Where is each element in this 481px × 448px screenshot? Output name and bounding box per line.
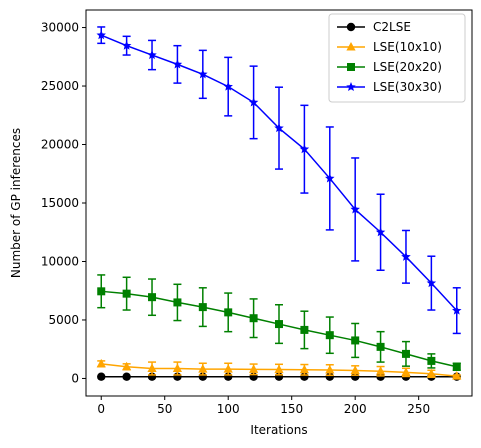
data-point-1-2 xyxy=(147,363,157,373)
legend-label-0: C2LSE xyxy=(373,20,411,34)
data-point-1-11 xyxy=(375,366,386,375)
data-point-2-8 xyxy=(300,325,309,334)
legend-label-2: LSE(20x20) xyxy=(373,60,442,74)
legend-marker-0 xyxy=(346,22,356,32)
data-point-2-4 xyxy=(198,303,207,312)
y-tick-label-6: 30000 xyxy=(41,21,79,35)
data-point-3-0 xyxy=(96,30,106,40)
legend: C2LSE LSE(10x10) LSE(20x20) LSE(30x30) xyxy=(328,13,466,103)
data-point-3-2 xyxy=(147,50,157,60)
data-point-2-5 xyxy=(224,308,233,317)
y-axis-label: Number of GP inferences xyxy=(9,128,23,278)
series-1 xyxy=(96,358,462,380)
data-point-1-8 xyxy=(299,364,309,374)
legend-label-1: LSE(10x10) xyxy=(373,40,442,54)
y-tick-label-1: 5000 xyxy=(48,313,79,327)
series-3 xyxy=(96,26,462,335)
data-point-3-11 xyxy=(375,227,386,237)
data-point-2-14 xyxy=(452,362,461,371)
x-tick-label-4: 200 xyxy=(344,402,367,416)
y-tick-label-0: 0 xyxy=(71,371,79,385)
data-point-2-2 xyxy=(148,293,157,302)
data-point-3-9 xyxy=(325,173,335,183)
series-2 xyxy=(97,274,461,372)
data-point-1-14 xyxy=(452,371,462,380)
x-axis-label: Iterations xyxy=(250,423,307,437)
data-point-3-7 xyxy=(274,123,284,133)
legend-marker-3 xyxy=(346,82,356,92)
data-point-3-14 xyxy=(452,305,462,315)
data-point-0-1 xyxy=(122,372,131,381)
y-tick-label-4: 20000 xyxy=(41,138,79,152)
data-point-1-4 xyxy=(198,364,208,373)
y-tick-label-3: 15000 xyxy=(41,196,79,210)
data-point-1-3 xyxy=(172,363,183,373)
data-point-1-9 xyxy=(325,365,335,374)
data-point-2-0 xyxy=(97,287,106,296)
y-tick-label-5: 25000 xyxy=(41,79,79,93)
data-point-2-9 xyxy=(325,331,334,340)
legend-marker-2 xyxy=(347,63,355,71)
data-point-3-8 xyxy=(299,144,310,154)
data-point-3-3 xyxy=(172,59,183,69)
data-point-1-13 xyxy=(426,368,436,378)
data-point-3-6 xyxy=(248,97,259,107)
data-point-2-10 xyxy=(351,336,360,345)
y-axis: 0 5000 10000 15000 20000 25000 30000 xyxy=(41,21,86,385)
data-point-2-13 xyxy=(427,356,436,365)
x-axis: 0 50 100 150 200 250 xyxy=(97,396,430,416)
data-point-1-1 xyxy=(122,361,132,371)
x-tick-label-0: 0 xyxy=(97,402,105,416)
data-point-3-4 xyxy=(198,69,208,79)
data-point-1-5 xyxy=(223,364,233,373)
data-point-2-7 xyxy=(275,320,283,329)
data-point-3-5 xyxy=(223,81,233,91)
data-point-1-7 xyxy=(274,364,284,374)
data-point-1-0 xyxy=(96,358,106,368)
data-point-1-10 xyxy=(350,365,360,375)
series-layer xyxy=(96,26,462,381)
legend-box xyxy=(328,13,466,103)
x-tick-label-3: 150 xyxy=(280,402,303,416)
x-tick-label-5: 250 xyxy=(407,402,430,416)
data-point-3-1 xyxy=(121,40,132,50)
y-tick-label-2: 10000 xyxy=(41,254,79,268)
data-point-1-6 xyxy=(249,364,259,373)
x-tick-label-1: 50 xyxy=(157,402,172,416)
data-point-3-13 xyxy=(426,278,437,288)
data-point-2-11 xyxy=(376,342,385,351)
data-point-3-12 xyxy=(401,251,411,261)
data-point-2-6 xyxy=(249,314,258,323)
data-point-1-12 xyxy=(401,367,411,376)
legend-marker-1 xyxy=(346,42,356,51)
data-point-0-0 xyxy=(97,372,106,381)
data-point-2-12 xyxy=(401,349,410,358)
data-point-2-1 xyxy=(122,289,131,298)
data-point-3-10 xyxy=(350,204,360,214)
legend-label-3: LSE(30x30) xyxy=(373,80,442,94)
x-tick-label-2: 100 xyxy=(217,402,240,416)
data-point-2-3 xyxy=(173,298,182,307)
